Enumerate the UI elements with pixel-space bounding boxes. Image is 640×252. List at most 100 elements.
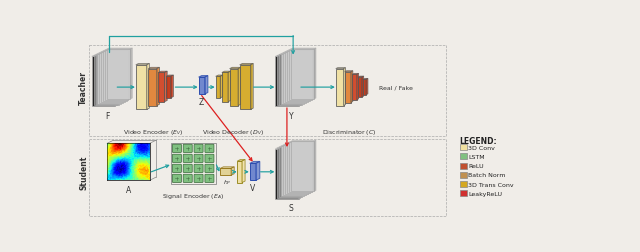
Text: V: V xyxy=(250,184,255,193)
Polygon shape xyxy=(148,69,157,106)
Text: LSTM: LSTM xyxy=(468,154,485,159)
Polygon shape xyxy=(287,144,310,194)
FancyBboxPatch shape xyxy=(183,165,192,173)
FancyBboxPatch shape xyxy=(205,145,214,153)
Polygon shape xyxy=(308,144,310,194)
FancyBboxPatch shape xyxy=(172,145,181,153)
Polygon shape xyxy=(105,51,129,101)
Text: ReLU: ReLU xyxy=(468,164,484,169)
FancyBboxPatch shape xyxy=(183,175,192,183)
Text: 3D Trans Conv: 3D Trans Conv xyxy=(468,182,514,187)
Polygon shape xyxy=(287,51,312,52)
Polygon shape xyxy=(97,53,123,54)
Polygon shape xyxy=(283,52,308,53)
Polygon shape xyxy=(119,54,121,105)
Polygon shape xyxy=(238,68,241,106)
Polygon shape xyxy=(239,66,250,110)
FancyBboxPatch shape xyxy=(205,165,214,173)
Polygon shape xyxy=(164,72,167,102)
Text: Student: Student xyxy=(79,155,88,189)
Polygon shape xyxy=(275,149,298,199)
Polygon shape xyxy=(198,78,205,95)
FancyBboxPatch shape xyxy=(194,175,203,183)
Polygon shape xyxy=(250,164,256,181)
Polygon shape xyxy=(216,77,220,99)
Text: S: S xyxy=(289,204,293,212)
FancyBboxPatch shape xyxy=(460,181,467,187)
Polygon shape xyxy=(231,167,234,176)
Polygon shape xyxy=(93,55,119,56)
Polygon shape xyxy=(275,57,298,107)
Polygon shape xyxy=(289,143,312,193)
Polygon shape xyxy=(308,52,310,102)
Polygon shape xyxy=(107,49,132,50)
Polygon shape xyxy=(356,74,358,100)
Polygon shape xyxy=(127,51,129,101)
Polygon shape xyxy=(95,54,121,55)
Polygon shape xyxy=(307,144,308,195)
Polygon shape xyxy=(277,55,303,56)
Polygon shape xyxy=(314,141,316,192)
Polygon shape xyxy=(93,56,117,106)
Polygon shape xyxy=(230,68,241,69)
Polygon shape xyxy=(351,71,353,103)
Text: Z: Z xyxy=(199,98,204,107)
FancyBboxPatch shape xyxy=(460,144,467,151)
Text: Teacher: Teacher xyxy=(79,71,88,105)
Polygon shape xyxy=(291,142,314,192)
Polygon shape xyxy=(125,52,127,102)
FancyBboxPatch shape xyxy=(172,175,181,183)
Polygon shape xyxy=(237,161,242,183)
Polygon shape xyxy=(166,76,173,77)
Text: Signal Encoder ($E_A$): Signal Encoder ($E_A$) xyxy=(162,191,224,200)
Polygon shape xyxy=(363,79,368,80)
Polygon shape xyxy=(129,50,131,101)
Polygon shape xyxy=(305,53,307,104)
FancyBboxPatch shape xyxy=(205,155,214,163)
FancyBboxPatch shape xyxy=(460,191,467,197)
Polygon shape xyxy=(358,77,364,78)
Polygon shape xyxy=(220,76,223,99)
Polygon shape xyxy=(281,53,307,54)
Polygon shape xyxy=(303,54,305,105)
Polygon shape xyxy=(277,56,301,106)
FancyBboxPatch shape xyxy=(460,154,467,160)
Polygon shape xyxy=(289,50,314,51)
Polygon shape xyxy=(158,73,164,102)
Polygon shape xyxy=(103,52,127,101)
Polygon shape xyxy=(362,77,364,98)
FancyBboxPatch shape xyxy=(183,155,192,163)
FancyBboxPatch shape xyxy=(460,172,467,178)
Polygon shape xyxy=(336,69,344,106)
Polygon shape xyxy=(345,71,353,72)
FancyBboxPatch shape xyxy=(460,163,467,169)
Polygon shape xyxy=(289,51,312,101)
Polygon shape xyxy=(148,68,159,69)
Polygon shape xyxy=(250,162,260,164)
Polygon shape xyxy=(366,79,368,96)
Polygon shape xyxy=(287,143,312,144)
Polygon shape xyxy=(198,76,208,78)
Text: Y: Y xyxy=(289,112,293,120)
Bar xyxy=(171,143,216,184)
Polygon shape xyxy=(216,76,223,77)
FancyBboxPatch shape xyxy=(172,165,181,173)
Polygon shape xyxy=(336,68,346,69)
Polygon shape xyxy=(166,77,171,99)
Polygon shape xyxy=(281,146,305,196)
Polygon shape xyxy=(314,49,316,100)
Polygon shape xyxy=(99,53,123,103)
Polygon shape xyxy=(303,146,305,197)
Polygon shape xyxy=(285,52,308,102)
Polygon shape xyxy=(279,55,303,105)
Polygon shape xyxy=(358,78,362,98)
Polygon shape xyxy=(363,80,366,96)
Polygon shape xyxy=(287,52,310,101)
Polygon shape xyxy=(279,147,303,197)
Polygon shape xyxy=(291,50,314,100)
Polygon shape xyxy=(239,64,253,66)
Polygon shape xyxy=(301,55,303,106)
Polygon shape xyxy=(283,145,307,195)
Polygon shape xyxy=(289,142,314,143)
Text: F: F xyxy=(105,112,109,120)
